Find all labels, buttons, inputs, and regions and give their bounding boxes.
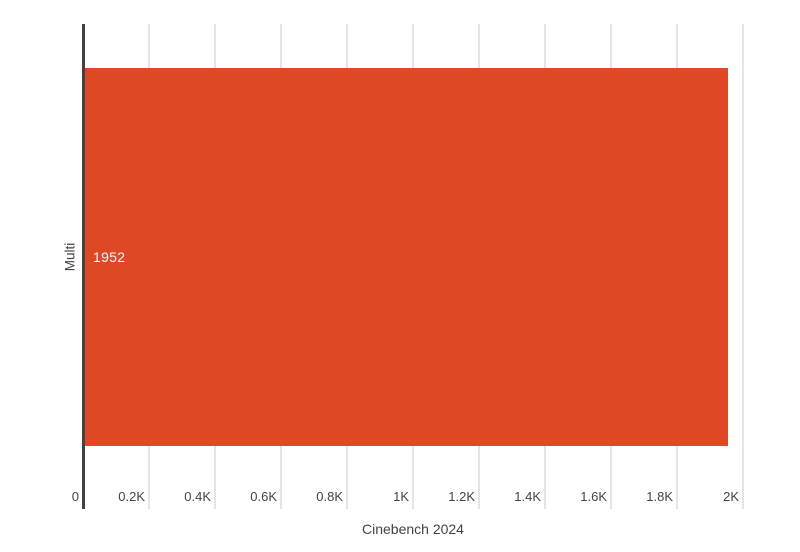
x-tick-label-0.4K: 0.4K	[184, 489, 211, 504]
y-tick-label-multi: Multi	[62, 242, 78, 272]
x-tick-label-1.2K: 1.2K	[448, 489, 475, 504]
x-tick-label-1.6K: 1.6K	[580, 489, 607, 504]
x-tick-label-1.4K: 1.4K	[514, 489, 541, 504]
bar-multi[interactable]: 1952	[84, 68, 728, 446]
x-tick-label-1.8K: 1.8K	[646, 489, 673, 504]
x-axis-title: Cinebench 2024	[362, 521, 464, 537]
plot-area: 1952	[83, 24, 744, 509]
y-axis-line	[82, 24, 85, 509]
bar-value-label: 1952	[93, 249, 126, 265]
x-tick-label-2K: 2K	[723, 489, 739, 504]
x-tick-label-0.6K: 0.6K	[250, 489, 277, 504]
x-tick-label-1K: 1K	[393, 489, 409, 504]
gridline-x-2K	[742, 24, 744, 509]
x-tick-label-0.2K: 0.2K	[118, 489, 145, 504]
x-tick-label-0.8K: 0.8K	[316, 489, 343, 504]
x-tick-label-0: 0	[71, 489, 79, 504]
